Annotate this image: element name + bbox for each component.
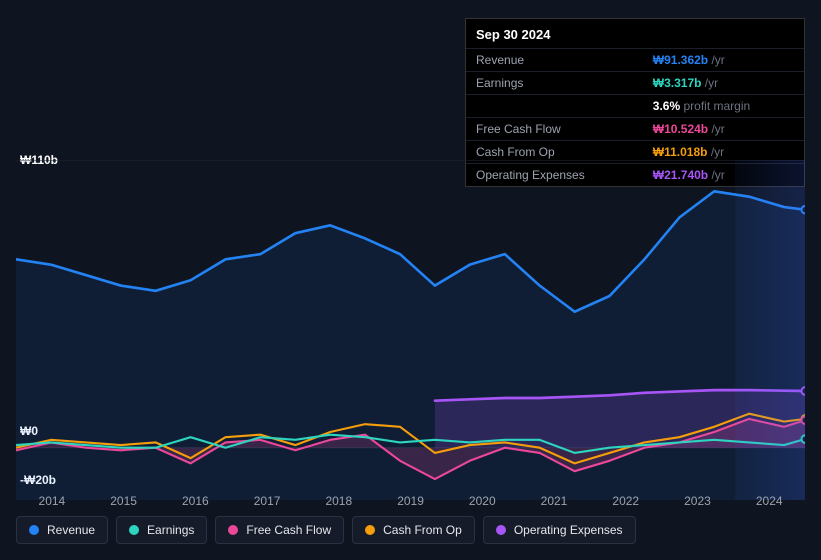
legend-label: Cash From Op: [383, 523, 462, 537]
series-end-marker: [802, 435, 806, 442]
legend-dot-icon: [365, 525, 375, 535]
legend-label: Operating Expenses: [514, 523, 623, 537]
legend-item[interactable]: Earnings: [116, 516, 207, 544]
x-tick-label: 2021: [518, 494, 590, 508]
legend-dot-icon: [496, 525, 506, 535]
tooltip-row-value: ₩10.524b /yr: [643, 118, 804, 141]
chart-container: Sep 30 2024 Revenue₩91.362b /yrEarnings₩…: [0, 0, 821, 560]
legend-dot-icon: [29, 525, 39, 535]
legend-label: Earnings: [147, 523, 194, 537]
x-tick-label: 2014: [16, 494, 88, 508]
x-tick-label: 2015: [88, 494, 160, 508]
legend-dot-icon: [129, 525, 139, 535]
legend-item[interactable]: Operating Expenses: [483, 516, 636, 544]
tooltip-row-label: Earnings: [466, 72, 643, 95]
tooltip-row-label: [466, 95, 643, 118]
chart-area[interactable]: [16, 160, 805, 500]
x-axis: 2014201520162017201820192020202120222023…: [16, 494, 805, 508]
x-tick-label: 2023: [662, 494, 734, 508]
tooltip-row: Revenue₩91.362b /yr: [466, 49, 804, 72]
tooltip-row-value: 3.6% profit margin: [643, 95, 804, 118]
x-tick-label: 2020: [446, 494, 518, 508]
series-end-marker: [802, 387, 806, 394]
tooltip-row: Free Cash Flow₩10.524b /yr: [466, 118, 804, 141]
tooltip-date: Sep 30 2024: [466, 19, 804, 48]
tooltip-row-value: ₩91.362b /yr: [643, 49, 804, 72]
legend-dot-icon: [228, 525, 238, 535]
x-tick-label: 2024: [733, 494, 805, 508]
tooltip-row-label: Free Cash Flow: [466, 118, 643, 141]
chart-svg: [16, 160, 805, 500]
tooltip-row: 3.6% profit margin: [466, 95, 804, 118]
tooltip-row-value: ₩3.317b /yr: [643, 72, 804, 95]
legend-label: Free Cash Flow: [246, 523, 331, 537]
x-tick-label: 2016: [159, 494, 231, 508]
tooltip-row: Earnings₩3.317b /yr: [466, 72, 804, 95]
tooltip-row-label: Revenue: [466, 49, 643, 72]
series-end-marker: [802, 206, 806, 213]
x-tick-label: 2017: [231, 494, 303, 508]
x-tick-label: 2018: [303, 494, 375, 508]
legend-item[interactable]: Revenue: [16, 516, 108, 544]
legend-item[interactable]: Free Cash Flow: [215, 516, 344, 544]
x-tick-label: 2019: [375, 494, 447, 508]
legend-item[interactable]: Cash From Op: [352, 516, 475, 544]
series-end-marker: [802, 417, 806, 424]
x-tick-label: 2022: [590, 494, 662, 508]
legend-label: Revenue: [47, 523, 95, 537]
legend: Revenue Earnings Free Cash Flow Cash From O…: [16, 516, 636, 544]
